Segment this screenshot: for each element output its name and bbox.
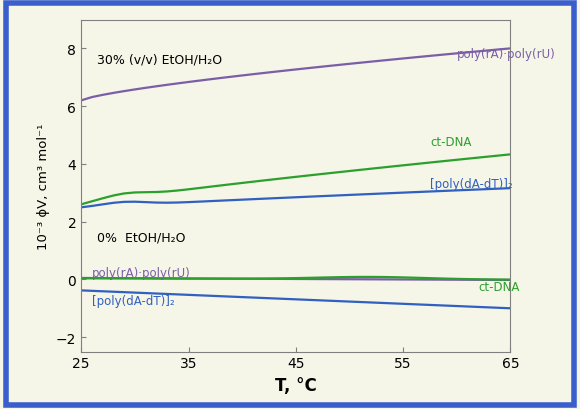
Text: 30% (v/v) EtOH/H₂O: 30% (v/v) EtOH/H₂O xyxy=(97,54,222,67)
Y-axis label: 10⁻³ ϕV, cm³ mol⁻¹: 10⁻³ ϕV, cm³ mol⁻¹ xyxy=(37,123,50,249)
Text: 0%  EtOH/H₂O: 0% EtOH/H₂O xyxy=(97,231,186,244)
Text: [poly(dA-dT)]₂: [poly(dA-dT)]₂ xyxy=(430,178,513,191)
Text: poly(rA)·poly(rU): poly(rA)·poly(rU) xyxy=(457,48,556,61)
X-axis label: T, °C: T, °C xyxy=(275,376,317,394)
Text: poly(rA)·poly(rU): poly(rA)·poly(rU) xyxy=(92,266,191,279)
Text: [poly(dA-dT)]₂: [poly(dA-dT)]₂ xyxy=(92,294,175,307)
Text: ct-DNA: ct-DNA xyxy=(430,136,472,148)
Text: ct-DNA: ct-DNA xyxy=(478,281,520,293)
